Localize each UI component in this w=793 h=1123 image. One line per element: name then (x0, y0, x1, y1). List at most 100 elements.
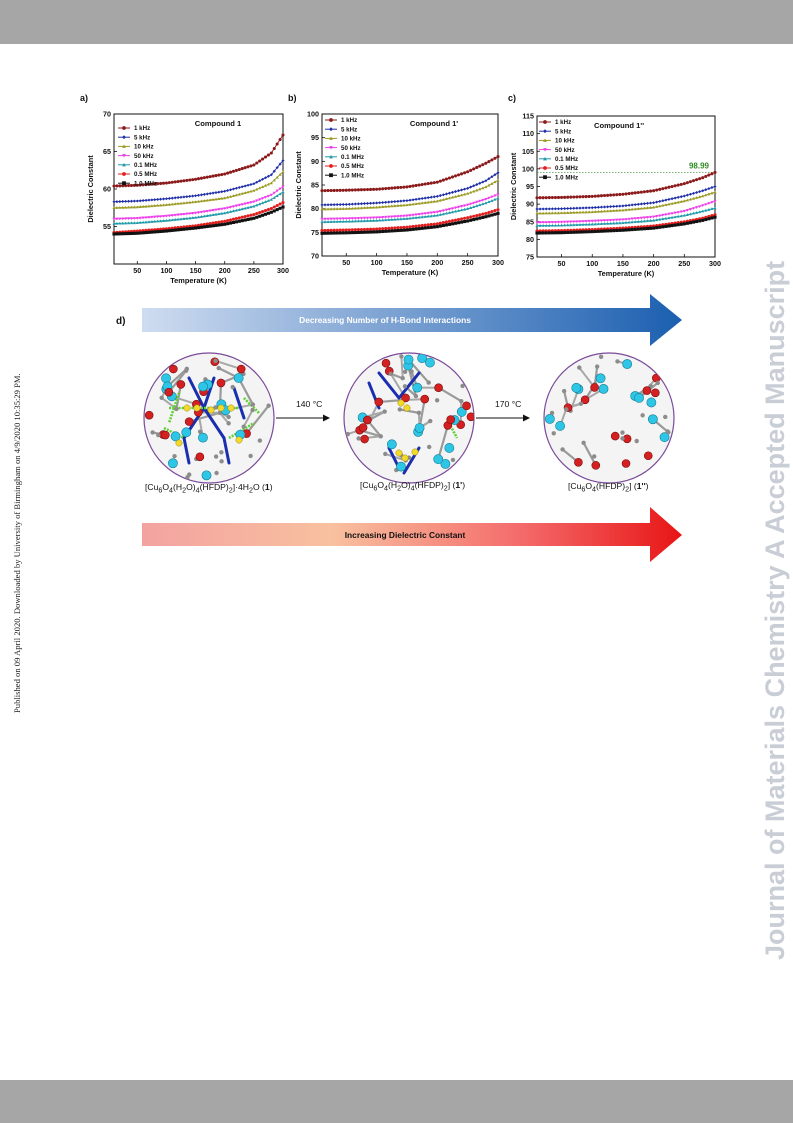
data-point (223, 219, 227, 223)
data-point (560, 231, 564, 235)
data-point (420, 201, 424, 205)
data-point (541, 196, 545, 200)
data-point (606, 221, 610, 225)
data-point (553, 195, 557, 200)
data-point (676, 195, 680, 199)
data-point (475, 188, 479, 192)
data-point (176, 196, 180, 200)
data-point (272, 205, 276, 209)
data-point (384, 226, 388, 231)
data-point (432, 199, 436, 203)
data-point (710, 216, 714, 220)
data-point (496, 208, 500, 212)
oxygen-atom (374, 397, 384, 407)
copper-atom (595, 373, 606, 384)
data-point (344, 217, 348, 221)
data-point (234, 193, 238, 197)
data-point (121, 205, 125, 209)
copper-atom (403, 354, 414, 365)
data-point (220, 196, 224, 200)
data-point (170, 228, 174, 232)
data-point (621, 221, 625, 225)
data-point (188, 200, 192, 204)
data-point (135, 217, 139, 220)
data-point (615, 228, 619, 233)
data-point (365, 219, 370, 223)
data-point (556, 223, 561, 227)
oxygen-atom (610, 431, 620, 441)
data-point (278, 202, 282, 206)
data-point (496, 155, 500, 159)
data-point (344, 207, 348, 210)
carbon-atom (250, 407, 255, 413)
data-point (132, 183, 136, 187)
data-point (112, 206, 116, 209)
data-point (636, 202, 640, 206)
data-point (156, 215, 160, 219)
data-point (269, 206, 273, 211)
data-point (372, 216, 376, 220)
data-point (538, 211, 542, 215)
data-point (435, 199, 439, 203)
data-point (698, 210, 702, 214)
data-point (335, 220, 339, 223)
data-point (581, 206, 585, 210)
data-point (538, 231, 542, 235)
carbon-atom (217, 410, 222, 416)
oxygen-atom (446, 415, 455, 424)
data-point (496, 196, 500, 200)
data-point (673, 201, 677, 205)
data-point (685, 208, 689, 212)
data-point (710, 207, 714, 211)
data-point (655, 226, 659, 230)
coordination-bond (222, 436, 231, 465)
data-point (173, 228, 177, 232)
data-point (575, 223, 579, 226)
legend-label: 10 kHz (555, 138, 575, 145)
carbon-atom (428, 418, 433, 424)
data-point (704, 188, 708, 192)
data-point (584, 222, 588, 226)
data-point (263, 183, 268, 187)
data-point (707, 217, 711, 221)
data-point (602, 222, 607, 225)
data-point (381, 227, 385, 231)
bond (437, 424, 449, 461)
bond (214, 359, 243, 371)
data-point (566, 206, 570, 211)
data-point (444, 220, 448, 224)
data-point (223, 222, 227, 226)
data-point (453, 221, 458, 225)
data-point (658, 217, 662, 221)
oxygen-atom (363, 415, 372, 425)
data-point (544, 231, 548, 235)
data-point (615, 208, 619, 212)
data-point (194, 211, 198, 215)
carbon-atom (266, 403, 271, 408)
data-point (338, 228, 342, 232)
data-point (326, 220, 330, 224)
data-point (655, 218, 659, 222)
data-point (553, 207, 557, 211)
data-point (390, 226, 394, 230)
data-point (478, 213, 482, 217)
data-point (475, 182, 479, 187)
data-point (691, 196, 696, 200)
data-point (255, 161, 259, 165)
data-point (572, 195, 576, 199)
data-point (463, 171, 467, 175)
data-point (441, 198, 445, 201)
data-point (378, 218, 382, 222)
data-point (691, 220, 696, 224)
data-point (144, 216, 148, 220)
data-point (450, 195, 455, 199)
data-point (387, 229, 391, 233)
data-point (365, 206, 370, 209)
data-point (593, 219, 597, 223)
oxygen-atom (462, 401, 471, 411)
data-point (596, 219, 600, 223)
data-point (602, 193, 607, 198)
data-point (414, 227, 418, 231)
data-point (423, 215, 427, 218)
data-point (704, 208, 708, 212)
